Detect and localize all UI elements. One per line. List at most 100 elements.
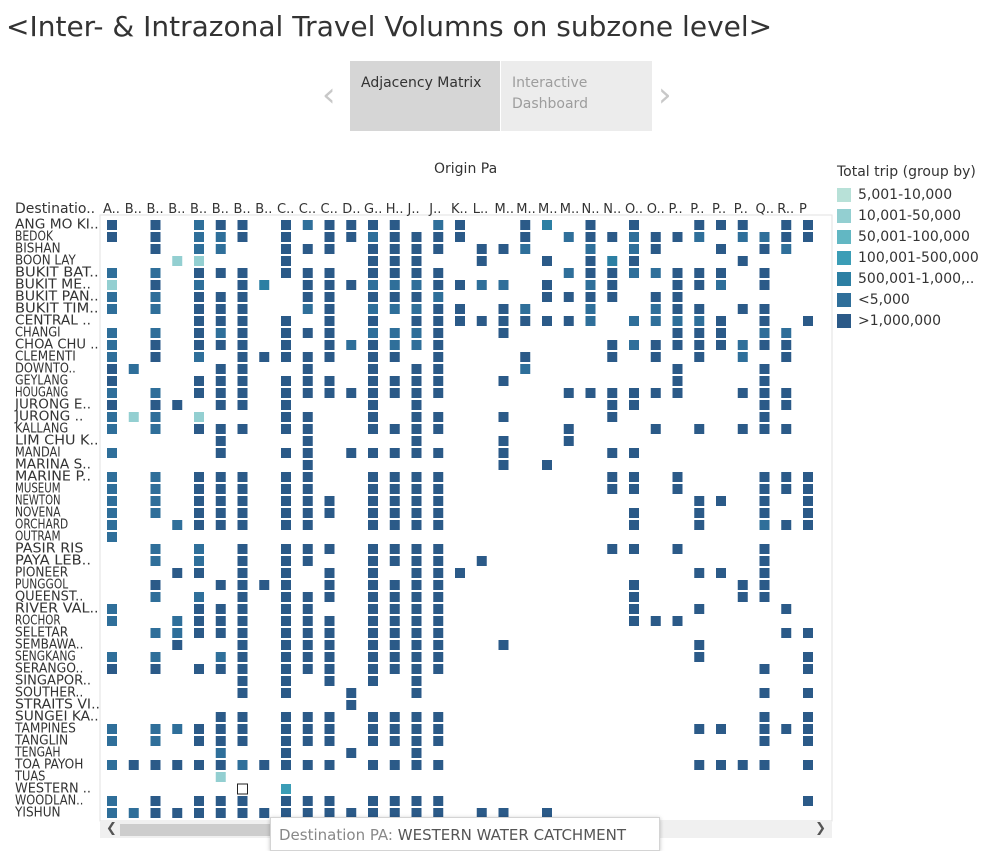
matrix-cell[interactable] [107, 724, 117, 734]
matrix-cell[interactable] [411, 796, 422, 806]
matrix-cell[interactable] [585, 256, 596, 266]
matrix-cell[interactable] [302, 640, 313, 650]
chevron-left-icon[interactable]: ‹ [322, 75, 336, 115]
matrix-cell[interactable] [107, 292, 117, 302]
matrix-cell[interactable] [237, 580, 248, 590]
matrix-cell[interactable] [759, 424, 770, 434]
matrix-cell[interactable] [411, 268, 422, 278]
matrix-cell[interactable] [433, 448, 444, 458]
matrix-cell[interactable] [563, 316, 574, 326]
matrix-cell[interactable] [498, 460, 509, 470]
matrix-cell[interactable] [433, 592, 444, 602]
matrix-cell[interactable] [629, 544, 639, 554]
matrix-cell[interactable] [302, 628, 313, 638]
matrix-cell[interactable] [302, 304, 313, 314]
matrix-cell[interactable] [716, 328, 726, 338]
matrix-cell[interactable] [672, 316, 683, 326]
matrix-cell[interactable] [672, 280, 683, 290]
matrix-cell[interactable] [237, 232, 248, 242]
matrix-cell[interactable] [107, 520, 117, 530]
matrix-cell[interactable] [498, 304, 509, 314]
matrix-cell[interactable] [542, 460, 552, 470]
matrix-cell[interactable] [629, 604, 639, 614]
matrix-cell[interactable] [324, 676, 335, 686]
matrix-cell[interactable] [215, 628, 226, 638]
matrix-cell[interactable] [194, 268, 204, 278]
matrix-cell[interactable] [411, 364, 422, 374]
matrix-cell[interactable] [215, 424, 226, 434]
matrix-cell[interactable] [694, 328, 705, 338]
matrix-cell[interactable] [346, 808, 357, 818]
matrix-cell[interactable] [368, 424, 378, 434]
matrix-cell[interactable] [803, 628, 813, 638]
matrix-cell[interactable] [759, 232, 770, 242]
matrix-cell[interactable] [563, 232, 574, 242]
matrix-cell[interactable] [281, 580, 291, 590]
matrix-cell[interactable] [368, 628, 378, 638]
matrix-cell[interactable] [324, 736, 335, 746]
matrix-cell[interactable] [107, 352, 117, 362]
matrix-cell[interactable] [803, 508, 813, 518]
matrix-cell[interactable] [781, 244, 792, 254]
matrix-cell[interactable] [302, 484, 313, 494]
matrix-cell[interactable] [368, 604, 378, 614]
matrix-cell[interactable] [281, 400, 291, 410]
matrix-cell[interactable] [281, 496, 291, 506]
matrix-cell[interactable] [107, 388, 117, 398]
matrix-cell[interactable] [694, 604, 705, 614]
matrix-cell[interactable] [694, 280, 705, 290]
matrix-cell[interactable] [476, 280, 487, 290]
matrix-cell[interactable] [476, 244, 487, 254]
matrix-cell[interactable] [346, 232, 357, 242]
matrix-cell[interactable] [389, 640, 400, 650]
matrix-cell[interactable] [237, 712, 248, 722]
matrix-cell[interactable] [411, 304, 422, 314]
matrix-cell[interactable] [302, 268, 313, 278]
matrix-cell[interactable] [172, 760, 183, 770]
matrix-cell[interactable] [433, 652, 444, 662]
matrix-cell[interactable] [368, 316, 378, 326]
matrix-cell[interactable] [759, 316, 770, 326]
matrix-cell[interactable] [107, 220, 117, 230]
matrix-cell[interactable] [324, 316, 335, 326]
matrix-cell[interactable] [433, 496, 444, 506]
matrix-cell[interactable] [237, 328, 248, 338]
matrix-cell[interactable] [281, 616, 291, 626]
matrix-cell[interactable] [324, 496, 335, 506]
matrix-cell[interactable] [281, 628, 291, 638]
matrix-cell[interactable] [781, 724, 792, 734]
matrix-cell[interactable] [346, 220, 357, 230]
matrix-cell[interactable] [281, 760, 291, 770]
matrix-cell[interactable] [368, 808, 378, 818]
matrix-cell[interactable] [411, 604, 422, 614]
matrix-cell[interactable] [237, 676, 248, 686]
matrix-cell[interactable] [433, 328, 444, 338]
matrix-cell[interactable] [716, 268, 726, 278]
matrix-cell[interactable] [389, 652, 400, 662]
matrix-cell[interactable] [107, 400, 117, 410]
matrix-cell[interactable] [542, 220, 552, 230]
matrix-cell[interactable] [368, 220, 378, 230]
matrix-cell[interactable] [302, 736, 313, 746]
matrix-cell[interactable] [411, 676, 422, 686]
matrix-cell[interactable] [194, 568, 204, 578]
matrix-cell[interactable] [781, 220, 792, 230]
matrix-cell[interactable] [368, 304, 378, 314]
matrix-cell[interactable] [150, 652, 161, 662]
matrix-cell[interactable] [194, 340, 204, 350]
matrix-cell[interactable] [194, 244, 204, 254]
matrix-cell[interactable] [368, 376, 378, 386]
legend-item[interactable]: >1,000,000 [837, 310, 979, 331]
matrix-cell[interactable] [215, 652, 226, 662]
matrix-cell[interactable] [281, 340, 291, 350]
matrix-cell[interactable] [389, 760, 400, 770]
matrix-cell[interactable] [803, 664, 813, 674]
matrix-cell[interactable] [215, 580, 226, 590]
matrix-cell[interactable] [237, 352, 248, 362]
matrix-cell[interactable] [324, 628, 335, 638]
matrix-cell[interactable] [107, 472, 117, 482]
matrix-cell[interactable] [194, 796, 204, 806]
matrix-cell[interactable] [107, 532, 117, 542]
matrix-cell[interactable] [324, 664, 335, 674]
matrix-cell[interactable] [107, 652, 117, 662]
